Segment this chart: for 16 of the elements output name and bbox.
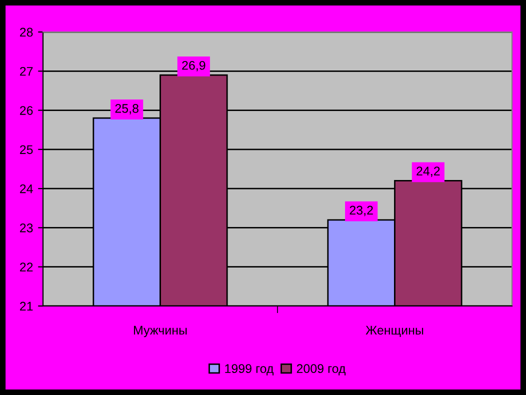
data-label: 26,9: [182, 60, 206, 72]
legend-label: 2009 год: [296, 364, 346, 376]
y-tick-label: 27: [20, 66, 33, 76]
legend-label: 1999 год: [225, 364, 274, 376]
y-tick-label: 23: [20, 224, 33, 232]
y-tick-label: 21: [20, 302, 33, 311]
x-tick-label: Мужчины: [134, 326, 187, 338]
data-label: 24,2: [416, 166, 440, 177]
y-tick-label: 22: [20, 262, 33, 272]
data-label: 23,2: [350, 206, 373, 216]
x-tick-label: Женщины: [366, 326, 424, 337]
data-label: 25,8: [115, 104, 138, 114]
y-tick-label: 28: [20, 28, 33, 37]
y-tick-label: 26: [20, 106, 33, 115]
y-tick-label: 24: [20, 184, 33, 194]
y-tick-label: 25: [20, 145, 33, 154]
